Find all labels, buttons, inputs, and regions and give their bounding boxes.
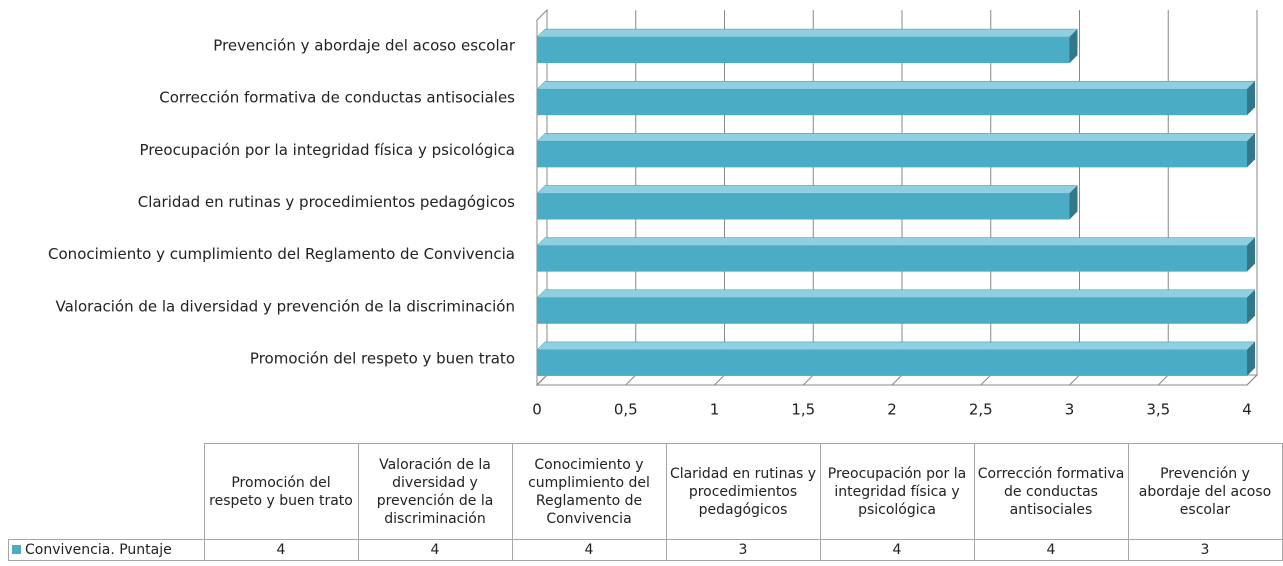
grid-floor [625,374,637,386]
legend-label: Convivencia. Puntaje [25,542,172,558]
column-header: Promoción del respeto y buen trato [203,443,359,540]
bar-side [1247,133,1255,168]
bar-top [536,80,1256,90]
data-row: Convivencia. Puntaje 4 4 4 3 4 4 3 [8,539,1283,561]
bar [537,297,1247,324]
grid-floor [1069,374,1080,386]
grid-floor [536,374,548,386]
bar-top [536,28,1079,38]
column-header: Valoración de la diversidad y prevención… [357,443,513,540]
bar [537,89,1247,116]
grid-floor [1246,374,1258,386]
bar-side [1069,29,1078,64]
x-tick-label: 1 [710,401,720,419]
x-tick-label: 2 [887,401,897,419]
x-tick-label: 3 [1065,401,1075,419]
x-tick-label: 4 [1242,401,1252,419]
legend-swatch [12,545,21,554]
y-tick-label: Conocimiento y cumplimiento del Reglamen… [48,245,515,263]
value-cell: 3 [1127,539,1283,561]
bar-top [536,289,1256,299]
grid-floor [1157,374,1169,386]
value-cell: 4 [203,539,359,561]
bar-top [536,237,1256,246]
bar [537,193,1070,220]
x-tick-label: 3,5 [1146,401,1170,419]
column-header: Conocimiento y cumplimiento del Reglamen… [511,443,667,540]
x-tick-label: 1,5 [791,401,815,419]
value-cell: 3 [665,539,821,561]
y-tick-label: Corrección formativa de conductas antiso… [159,89,515,107]
legend-cell: Convivencia. Puntaje [8,539,205,561]
column-header: Preocupación por la integridad física y … [819,443,975,540]
bar [537,141,1247,168]
grid-floor [802,374,814,386]
value-cell: 4 [357,539,513,561]
bar-top [536,133,1256,142]
value-cell: 4 [511,539,667,561]
column-header: Prevención y abordaje del acoso escolar [1127,443,1283,540]
chart: 0 0,5 1 1,5 2 2,5 3 3,5 4 Promoción del respeto y… [48,8,1259,419]
bar-top [536,185,1079,194]
grid-floor [714,374,725,386]
y-tick-label: Promoción del respeto y buen trato [250,349,515,367]
grid-floor [980,374,992,386]
grid-floor [891,374,903,386]
column-header: Claridad en rutinas y procedimientos ped… [665,443,821,540]
column-header: Corrección formativa de conductas antiso… [973,443,1129,540]
value-cell: 4 [973,539,1129,561]
value-cell: 4 [819,539,975,561]
y-tick-label: Preocupación por la integridad física y … [140,141,515,159]
bar-side [1247,341,1255,376]
bar [537,349,1247,376]
header-row: Promoción del respeto y buen trato Valora… [9,443,1283,540]
bar-side [1247,237,1255,272]
y-tick-label: Prevención y abordaje del acoso escolar [213,37,516,55]
bar-side [1247,81,1255,116]
x-tick-label: 0,5 [614,401,638,419]
data-table: Promoción del respeto y buen trato Valora… [8,443,1283,561]
bar [537,245,1247,272]
bar-side [1069,185,1078,220]
y-tick-label: Claridad en rutinas y procedimientos ped… [138,193,515,211]
bar-side [1247,289,1255,324]
bar [537,37,1070,64]
bar-top [536,341,1256,351]
x-tick-label: 2,5 [969,401,993,419]
blank-cell [9,444,205,540]
x-tick-label: 0 [532,401,542,419]
y-tick-label: Valoración de la diversidad y prevención… [56,297,515,315]
